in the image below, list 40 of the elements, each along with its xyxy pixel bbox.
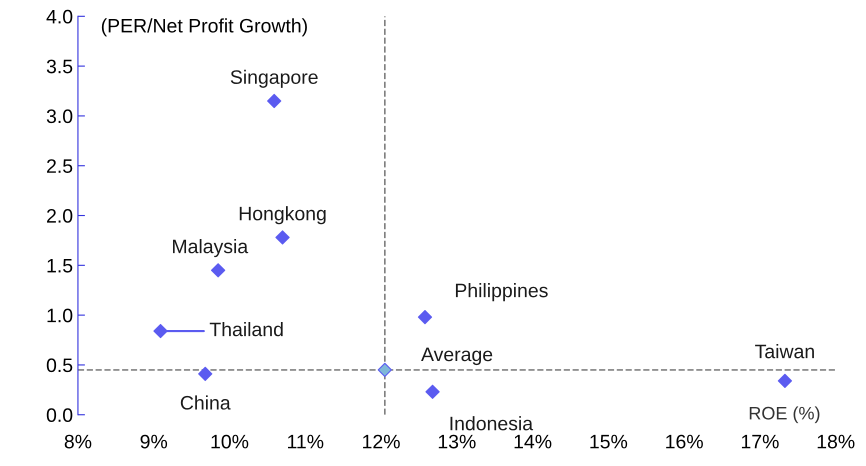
- y-tick-label: 4.0: [46, 10, 72, 24]
- x-tick-label: 12%: [363, 434, 400, 448]
- x-tick-label: 17%: [742, 434, 779, 448]
- annotation: Average: [421, 348, 492, 366]
- x-tick-label: 9%: [140, 434, 168, 448]
- annotation: Indonesia: [450, 416, 534, 430]
- x-tick-label: 13%: [438, 434, 476, 448]
- point: [778, 374, 792, 388]
- x-tick-label: 15%: [590, 434, 628, 448]
- y-tick-label: 3.5: [46, 60, 72, 74]
- annotation: Singapore: [230, 70, 318, 88]
- x-tick-label: 16%: [666, 434, 703, 448]
- x-tick-label: 14%: [514, 434, 552, 448]
- annotation: Taiwan: [755, 344, 814, 358]
- point: [198, 366, 212, 382]
- y-tick-label: 2.5: [47, 159, 72, 173]
- x-tick-label: 10%: [212, 434, 248, 448]
- x-tick-label: 18%: [818, 434, 854, 448]
- y-tick-label: 2.0: [47, 208, 72, 223]
- x-axis-title: ROE (%): [750, 406, 820, 424]
- x-tick-label: 8%: [64, 434, 92, 448]
- annotation: Philippines: [456, 283, 548, 302]
- point: [378, 362, 392, 378]
- y-tick-label: 0.5: [46, 358, 72, 372]
- point: [267, 94, 282, 108]
- annotation: Thailand: [210, 322, 283, 336]
- y-tick-label: 3.0: [46, 109, 72, 124]
- point: [153, 324, 168, 338]
- annotation: Hongkong: [240, 206, 326, 224]
- annotation: China: [180, 395, 231, 410]
- x-tick-label: 11%: [288, 434, 324, 448]
- point: [425, 384, 440, 399]
- y-axis-title: (PER/Net Profit Growth): [102, 18, 307, 36]
- y-tick-label: 1.0: [48, 308, 72, 322]
- annotation: Malaysia: [173, 239, 248, 258]
- point: [275, 230, 290, 245]
- y-tick-label: 0.0: [46, 408, 72, 422]
- y-tick-label: 1.5: [48, 258, 72, 273]
- point: [418, 310, 432, 324]
- point: [210, 263, 226, 278]
